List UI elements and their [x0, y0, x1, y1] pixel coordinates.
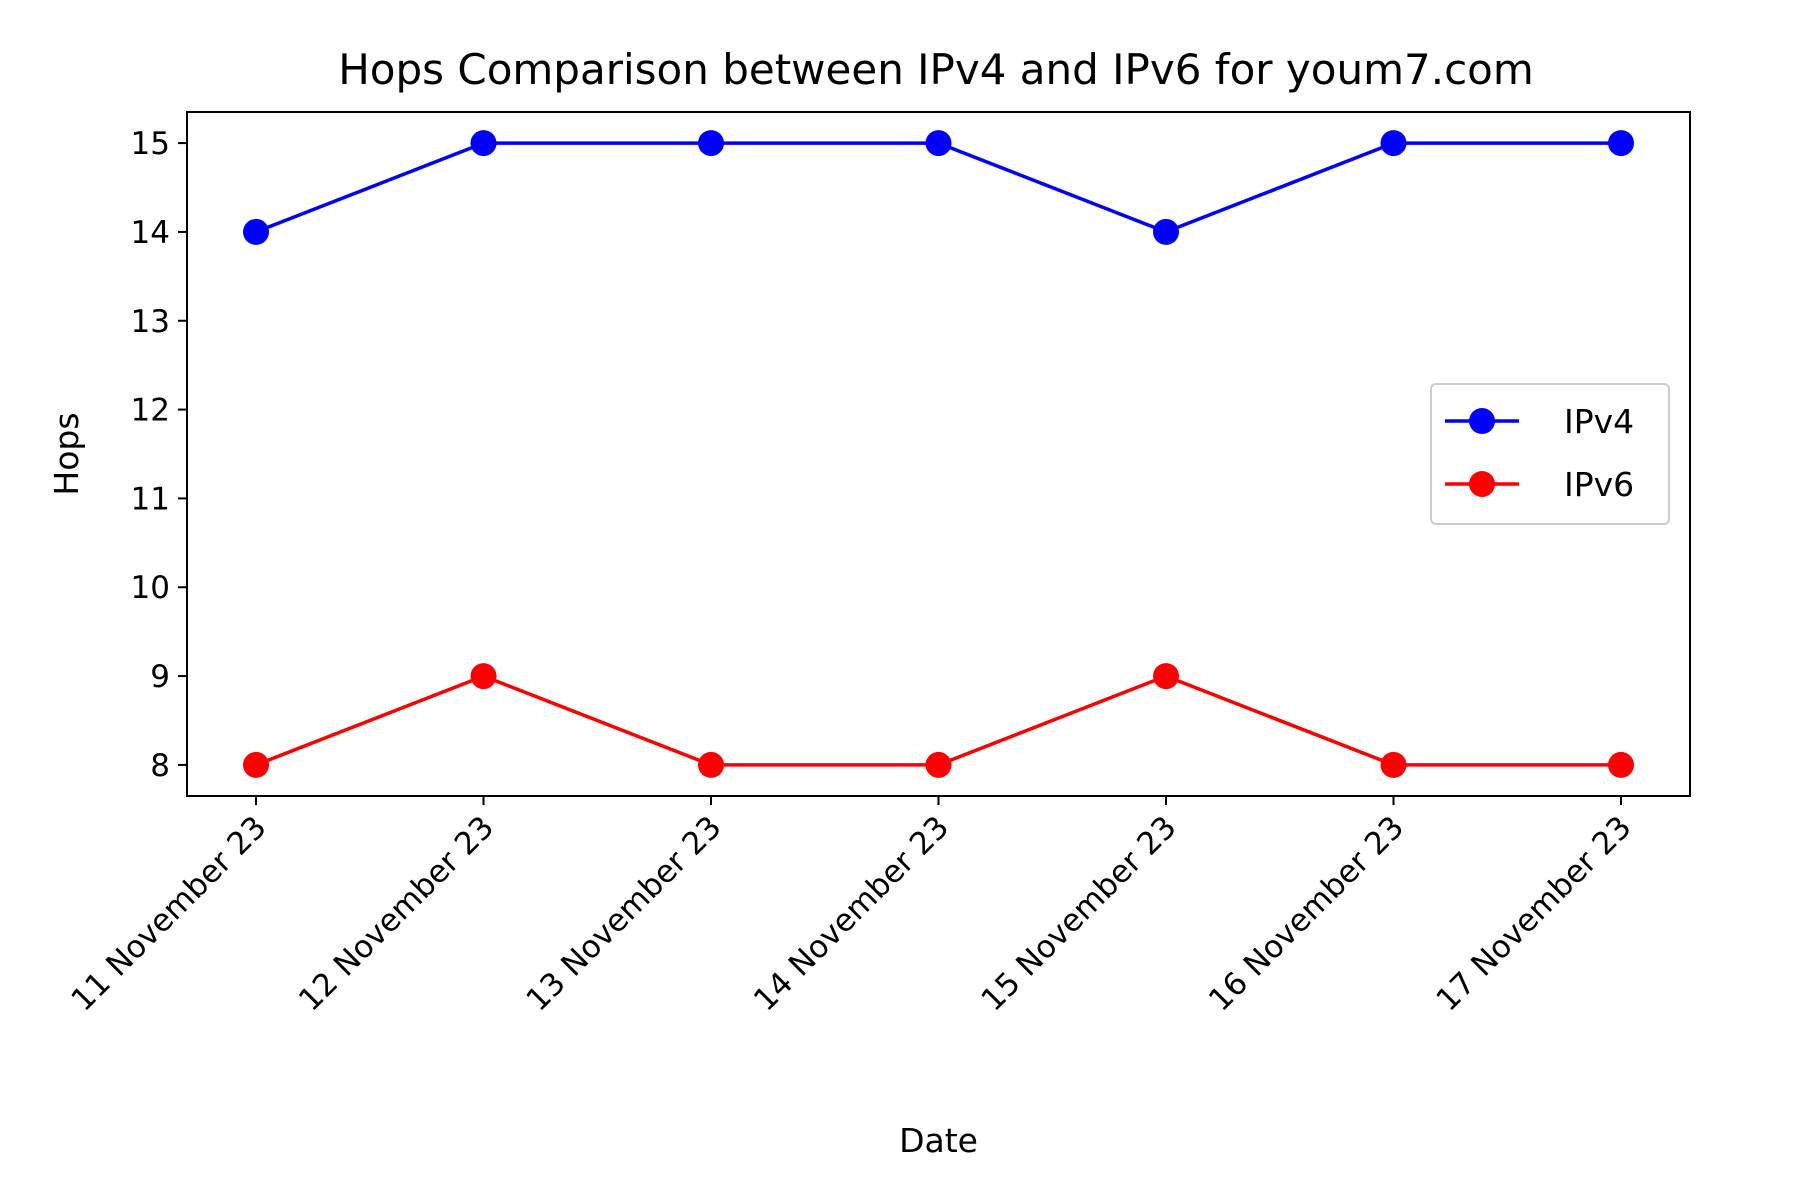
y-axis: 8 9 10 11 12 13 14 15: [131, 126, 187, 784]
data-point-ipv4: [470, 130, 497, 157]
data-point-ipv6: [925, 751, 952, 778]
y-tick-label: 10: [131, 570, 170, 606]
legend-label-ipv6: IPv6: [1564, 465, 1634, 504]
data-point-ipv4: [243, 218, 269, 245]
data-point-ipv4: [1153, 218, 1179, 245]
data-point-ipv6: [1608, 751, 1634, 778]
y-tick-label: 15: [131, 126, 170, 162]
legend-marker-ipv6: [1469, 471, 1495, 497]
legend-marker-ipv4: [1469, 408, 1495, 434]
data-point-ipv6: [698, 751, 724, 778]
y-tick-label: 9: [150, 659, 170, 695]
data-point-ipv4: [925, 130, 952, 157]
data-point-ipv6: [243, 751, 269, 778]
y-axis-label: Hops: [47, 412, 86, 495]
y-tick-label: 12: [131, 393, 170, 429]
plot-area: [243, 130, 1634, 778]
data-point-ipv6: [470, 663, 497, 690]
legend-label-ipv4: IPv4: [1564, 402, 1634, 441]
data-point-ipv6: [1153, 663, 1179, 690]
data-point-ipv4: [1380, 130, 1407, 157]
data-point-ipv6: [1380, 751, 1407, 778]
x-axis-label: Date: [899, 1121, 978, 1160]
y-tick-label: 14: [131, 215, 170, 251]
chart-title: Hops Comparison between IPv4 and IPv6 fo…: [338, 45, 1534, 94]
y-tick-label: 13: [131, 304, 170, 340]
data-point-ipv4: [1608, 130, 1634, 157]
y-tick-label: 8: [150, 748, 170, 784]
y-tick-label: 11: [131, 481, 170, 517]
legend: IPv4 IPv6: [1430, 383, 1670, 525]
data-point-ipv4: [698, 130, 724, 157]
